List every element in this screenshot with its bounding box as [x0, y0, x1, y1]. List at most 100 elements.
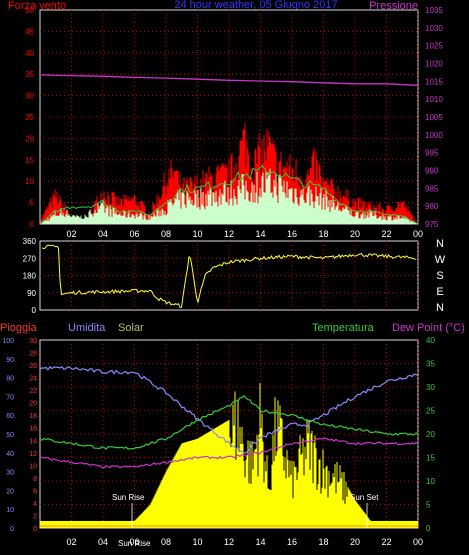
x-tick-label: 04 — [98, 229, 108, 239]
wind-y-tick: 15 — [25, 156, 34, 165]
pressure-y-tick: 1000 — [425, 131, 443, 140]
temp-y-tick: 40 — [426, 336, 435, 345]
rain-axis-title: Pioggia — [0, 322, 38, 334]
humidity-y-tick: 50 — [6, 432, 14, 439]
rain-y-tick: 8 — [33, 476, 37, 483]
pressure-y-tick: 995 — [425, 149, 439, 158]
x-tick-label: 08 — [161, 537, 171, 547]
pressure-axis-title: Pressione — [369, 0, 418, 12]
wind-y-tick: 50 — [25, 6, 34, 15]
humidity-y-tick: 80 — [6, 376, 14, 383]
dewpoint-axis-title: Dew Point (°C) — [392, 322, 465, 334]
rain-y-tick: 4 — [33, 501, 37, 508]
compass-label: S — [436, 270, 443, 282]
temp-y-tick: 20 — [426, 430, 435, 439]
rain-y-tick: 18 — [29, 413, 37, 420]
humidity-y-tick: 70 — [6, 394, 14, 401]
dewpoint-line — [39, 437, 419, 469]
x-tick-label: 14 — [255, 229, 265, 239]
direction-y-tick: 0 — [32, 306, 37, 315]
temp-y-tick: 30 — [426, 383, 435, 392]
x-tick-label: 04 — [98, 537, 108, 547]
pressure-y-tick: 1010 — [425, 95, 443, 104]
rain-y-tick: 16 — [29, 426, 37, 433]
x-tick-label: 10 — [192, 537, 202, 547]
wind-y-tick: 40 — [25, 49, 34, 58]
wind-y-tick: 0 — [30, 220, 35, 229]
pressure-y-tick: 1015 — [425, 77, 443, 86]
humidity-y-tick: 60 — [6, 413, 14, 420]
humidity-y-tick: 30 — [6, 470, 14, 477]
pressure-y-tick: 1030 — [425, 24, 443, 33]
rain-y-tick: 14 — [29, 438, 37, 445]
direction-y-tick: 360 — [23, 237, 37, 246]
pressure-y-tick: 980 — [425, 202, 439, 211]
humidity-y-tick: 10 — [6, 507, 14, 514]
x-tick-label: 02 — [66, 537, 76, 547]
compass-label: N — [436, 238, 444, 250]
rain-y-tick: 0 — [33, 526, 37, 533]
wind-y-tick: 25 — [25, 113, 34, 122]
wind-axis-title: Forza vento — [8, 0, 66, 12]
humidity-y-tick: 90 — [6, 357, 14, 364]
pressure-y-tick: 1005 — [425, 113, 443, 122]
wind-y-tick: 5 — [30, 199, 35, 208]
wind-avg-line — [39, 164, 419, 225]
pressure-y-tick: 1035 — [425, 6, 443, 15]
wind-y-tick: 35 — [25, 70, 34, 79]
direction-line — [41, 244, 416, 308]
x-tick-label: 22 — [381, 229, 391, 239]
x-tick-label: 22 — [381, 537, 391, 547]
x-tick-label: 12 — [224, 537, 234, 547]
pressure-y-tick: 990 — [425, 167, 439, 176]
rain-y-tick: 26 — [29, 363, 37, 370]
wind-y-tick: 45 — [25, 27, 34, 36]
x-tick-label: 00 — [413, 229, 423, 239]
solar-baseline — [40, 520, 418, 528]
pressure-y-tick: 975 — [425, 220, 439, 229]
pressure-y-tick: 1025 — [425, 42, 443, 51]
x-tick-label: 06 — [129, 537, 139, 547]
x-tick-label: 18 — [318, 537, 328, 547]
rain-y-tick: 30 — [29, 338, 37, 345]
direction-y-tick: 180 — [23, 272, 37, 281]
temp-y-tick: 0 — [426, 524, 431, 533]
pressure-line — [39, 74, 419, 86]
rain-y-tick: 22 — [29, 388, 37, 395]
rain-y-tick: 2 — [33, 513, 37, 520]
temperature-line — [39, 394, 419, 450]
temp-y-tick: 15 — [426, 454, 435, 463]
wind-y-tick: 20 — [25, 134, 34, 143]
solar-axis-title: Solar — [118, 322, 144, 334]
humidity-y-tick: 0 — [10, 526, 14, 533]
x-tick-label: 20 — [350, 537, 360, 547]
x-tick-label: 16 — [287, 229, 297, 239]
chart-title: 24 hour weather, 05 Giugno 2017 — [174, 0, 337, 11]
rain-y-tick: 10 — [29, 463, 37, 470]
humidity-line — [39, 365, 419, 454]
compass-label: W — [435, 254, 446, 266]
x-tick-label: 06 — [129, 229, 139, 239]
pressure-y-tick: 1020 — [425, 60, 443, 69]
direction-panel — [39, 240, 419, 311]
x-tick-label: 14 — [255, 537, 265, 547]
x-tick-label: 00 — [413, 537, 423, 547]
temp-y-tick: 5 — [426, 501, 431, 510]
temp-y-tick: 10 — [426, 477, 435, 486]
x-tick-label: 20 — [350, 229, 360, 239]
pressure-y-tick: 985 — [425, 184, 439, 193]
x-tick-label: 18 — [318, 229, 328, 239]
rain-y-tick: 6 — [33, 488, 37, 495]
temp-y-tick: 25 — [426, 407, 435, 416]
humidity-y-tick: 100 — [2, 338, 14, 345]
x-tick-label: 16 — [287, 537, 297, 547]
x-tick-label: 12 — [224, 229, 234, 239]
x-tick-label: 10 — [192, 229, 202, 239]
sunrise-axis-marker: Sun Rise — [118, 539, 151, 548]
rain-y-tick: 12 — [29, 451, 37, 458]
humidity-y-tick: 20 — [6, 488, 14, 495]
humidity-axis-title: Umidita — [68, 322, 106, 334]
compass-label: N — [436, 302, 444, 314]
wind-gust-series — [40, 123, 418, 224]
